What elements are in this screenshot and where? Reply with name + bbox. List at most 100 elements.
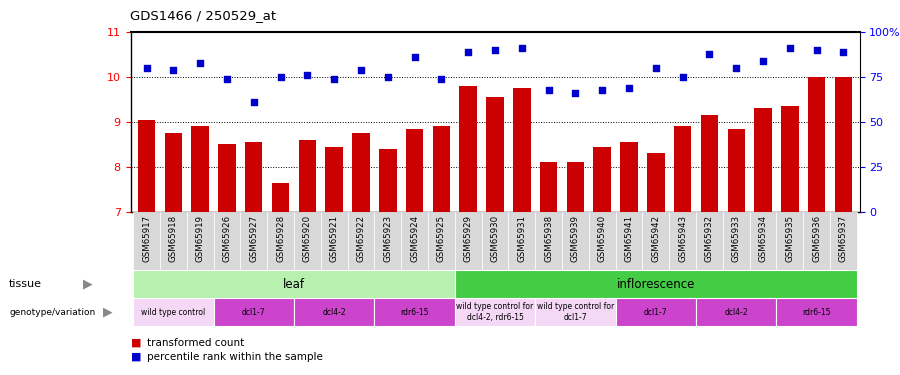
Bar xyxy=(406,129,423,212)
Bar xyxy=(347,212,374,270)
Text: transformed count: transformed count xyxy=(147,338,244,348)
Bar xyxy=(428,212,454,270)
Point xyxy=(301,72,315,78)
Bar xyxy=(213,298,294,326)
Bar xyxy=(540,162,557,212)
Text: GSM65920: GSM65920 xyxy=(303,215,312,262)
Bar xyxy=(454,270,857,298)
Text: GSM65942: GSM65942 xyxy=(652,215,661,262)
Text: GSM65941: GSM65941 xyxy=(625,215,634,262)
Bar xyxy=(723,212,750,270)
Point xyxy=(809,47,824,53)
Point xyxy=(434,76,448,82)
Text: tissue: tissue xyxy=(9,279,42,289)
Bar xyxy=(567,162,584,212)
Bar xyxy=(299,140,316,212)
Text: ■: ■ xyxy=(130,352,141,362)
Bar xyxy=(513,88,530,212)
Point xyxy=(381,74,395,80)
Bar xyxy=(165,133,182,212)
Bar xyxy=(374,298,454,326)
Point xyxy=(675,74,689,80)
Text: GSM65917: GSM65917 xyxy=(142,215,151,262)
Text: GSM65935: GSM65935 xyxy=(786,215,795,262)
Bar xyxy=(727,129,745,212)
Bar xyxy=(696,212,723,270)
Bar xyxy=(326,147,343,212)
Text: leaf: leaf xyxy=(283,278,305,291)
Point xyxy=(408,54,422,60)
Bar xyxy=(433,126,450,212)
Text: rdr6-15: rdr6-15 xyxy=(803,308,831,316)
Bar xyxy=(777,298,857,326)
Text: dcl4-2: dcl4-2 xyxy=(322,308,346,316)
Text: GSM65923: GSM65923 xyxy=(383,215,392,262)
Bar xyxy=(138,120,156,212)
Point xyxy=(622,85,636,91)
Bar xyxy=(777,212,803,270)
Bar xyxy=(460,86,477,212)
Bar xyxy=(219,144,236,212)
Text: ▶: ▶ xyxy=(103,306,112,319)
Bar xyxy=(701,115,718,212)
Point xyxy=(140,65,154,71)
Bar xyxy=(754,108,771,212)
Text: GSM65925: GSM65925 xyxy=(436,215,446,262)
Text: GSM65937: GSM65937 xyxy=(839,215,848,262)
Bar xyxy=(750,212,777,270)
Point xyxy=(327,76,341,82)
Bar xyxy=(213,212,240,270)
Text: GSM65924: GSM65924 xyxy=(410,215,419,262)
Point xyxy=(542,87,556,93)
Text: rdr6-15: rdr6-15 xyxy=(400,308,428,316)
Bar xyxy=(616,298,696,326)
Text: GSM65928: GSM65928 xyxy=(276,215,285,262)
Point xyxy=(354,67,368,73)
Point xyxy=(595,87,609,93)
Text: GSM65938: GSM65938 xyxy=(544,215,554,262)
Bar xyxy=(696,298,777,326)
Point xyxy=(702,51,716,57)
Point xyxy=(247,99,261,105)
Text: ▶: ▶ xyxy=(83,278,93,291)
Bar xyxy=(620,142,638,212)
Point xyxy=(274,74,288,80)
Text: dcl1-7: dcl1-7 xyxy=(242,308,266,316)
Text: GSM65943: GSM65943 xyxy=(678,215,687,262)
Text: wild type control: wild type control xyxy=(141,308,205,316)
Bar xyxy=(133,212,160,270)
Text: GSM65930: GSM65930 xyxy=(491,215,500,262)
Bar xyxy=(133,270,454,298)
Text: GSM65929: GSM65929 xyxy=(464,215,472,262)
Text: GSM65918: GSM65918 xyxy=(169,215,178,262)
Bar xyxy=(192,126,209,212)
Bar xyxy=(781,106,798,212)
Bar xyxy=(670,212,696,270)
Bar xyxy=(616,212,643,270)
Bar xyxy=(486,97,504,212)
Point xyxy=(836,49,850,55)
Text: GSM65919: GSM65919 xyxy=(195,215,204,262)
Bar xyxy=(245,142,263,212)
Bar xyxy=(320,212,347,270)
Bar xyxy=(160,212,187,270)
Bar xyxy=(352,133,370,212)
Text: GSM65940: GSM65940 xyxy=(598,215,607,262)
Text: GSM65932: GSM65932 xyxy=(705,215,714,262)
Bar xyxy=(647,153,664,212)
Bar xyxy=(643,212,670,270)
Text: dcl1-7: dcl1-7 xyxy=(644,308,668,316)
Bar xyxy=(536,298,616,326)
Bar xyxy=(454,298,536,326)
Bar xyxy=(187,212,213,270)
Point xyxy=(193,60,207,66)
Point xyxy=(220,76,234,82)
Bar xyxy=(808,77,825,212)
Text: ■: ■ xyxy=(130,338,141,348)
Text: GSM65921: GSM65921 xyxy=(329,215,338,262)
Text: GSM65931: GSM65931 xyxy=(518,215,526,262)
Bar xyxy=(401,212,428,270)
Bar xyxy=(830,212,857,270)
Bar xyxy=(803,212,830,270)
Point xyxy=(461,49,475,55)
